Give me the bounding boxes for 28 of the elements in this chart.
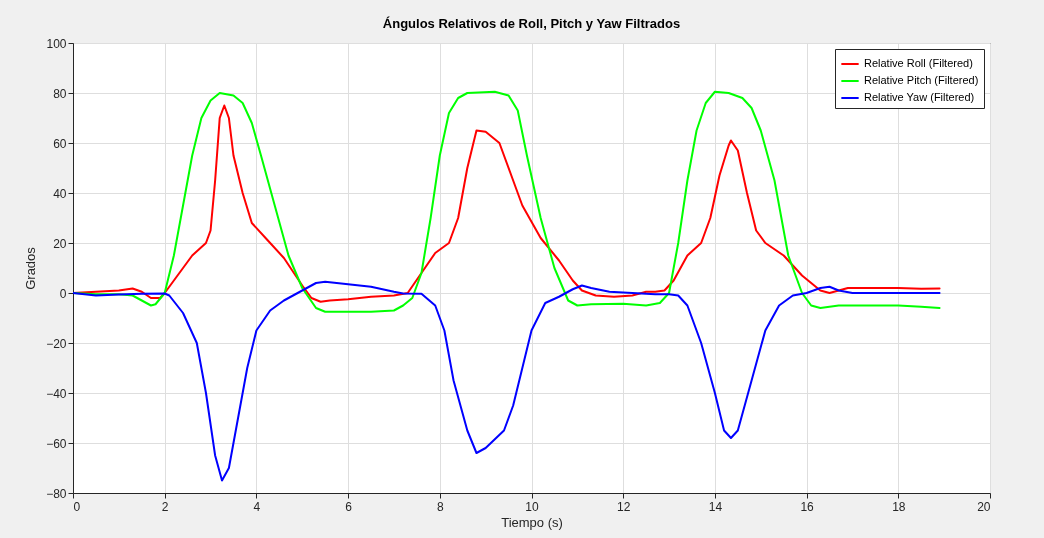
y-tick-label: 100	[46, 36, 67, 51]
y-tick-label: 40	[53, 186, 67, 201]
x-tick-label: 0	[73, 499, 81, 514]
x-tick-label: 18	[892, 499, 906, 514]
y-tick-label: 80	[53, 86, 67, 101]
x-tick-label: 6	[345, 499, 353, 514]
x-tick-label: 14	[708, 499, 723, 514]
y-tick-label: −20	[46, 336, 67, 351]
y-tick-label: −80	[46, 486, 67, 501]
legend-label: Relative Yaw (Filtered)	[864, 91, 975, 103]
x-axis-title: Tiempo (s)	[501, 514, 563, 530]
y-tick-label: 60	[53, 136, 67, 151]
x-tick-label: 10	[525, 499, 539, 514]
legend-label: Relative Roll (Filtered)	[864, 57, 973, 69]
chart-title: Ángulos Relativos de Roll, Pitch y Yaw Filtrados	[382, 16, 681, 31]
y-tick-label: 0	[59, 286, 67, 301]
y-tick-label: 20	[53, 236, 67, 251]
x-tick-label: 2	[161, 499, 169, 514]
y-tick-label: −60	[46, 436, 67, 451]
legend-label: Relative Pitch (Filtered)	[864, 74, 979, 86]
line-series	[73, 280, 941, 482]
x-tick-label: 8	[436, 499, 444, 514]
x-tick-label: 20	[977, 499, 991, 514]
y-tick-label: −40	[46, 386, 67, 401]
y-axis-title: Grados	[23, 246, 39, 290]
x-tick-label: 12	[617, 499, 631, 514]
x-tick-label: 4	[253, 499, 261, 514]
x-tick-label: 16	[800, 499, 815, 514]
